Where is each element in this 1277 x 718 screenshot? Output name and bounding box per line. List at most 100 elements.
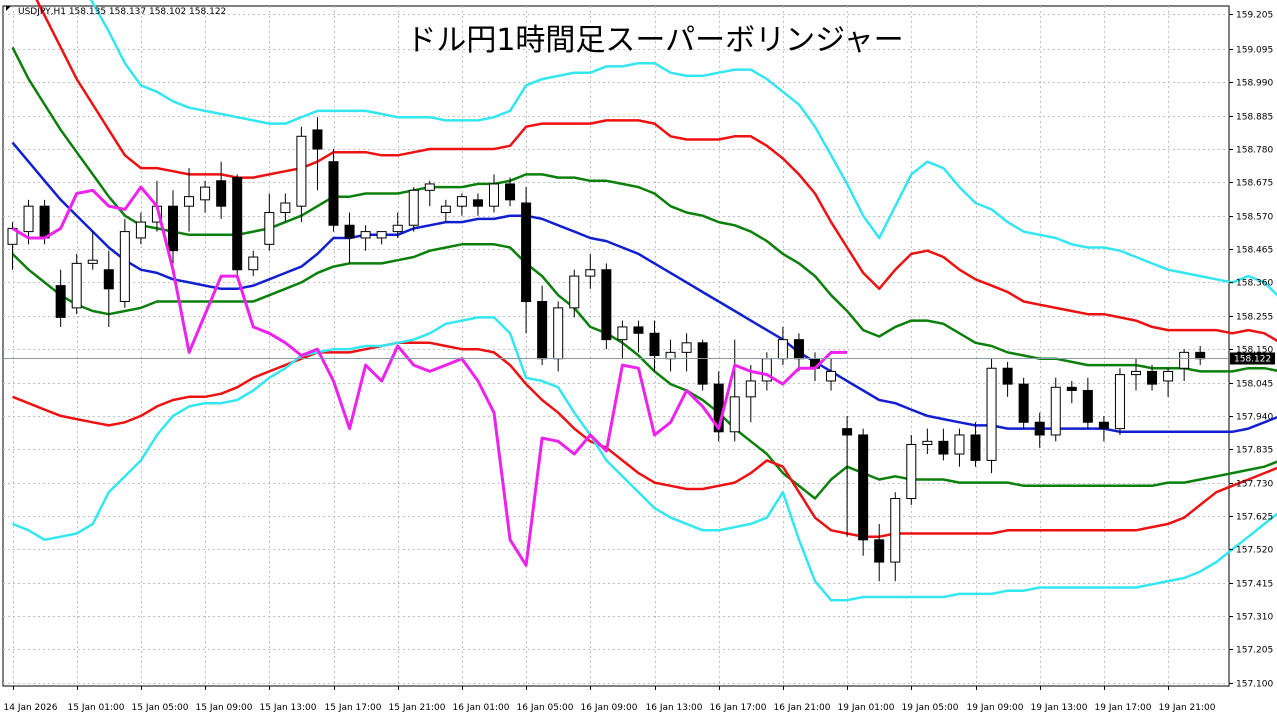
x-tick-label: 19 Jan 09:00 (967, 703, 1024, 713)
candle-body (55, 285, 66, 318)
candle (970, 422, 981, 467)
candle (569, 269, 580, 318)
candle (1018, 377, 1029, 429)
candle (328, 148, 339, 232)
candle-body (553, 307, 564, 360)
candle-body (585, 269, 596, 277)
candle (135, 212, 146, 245)
candle (71, 253, 82, 315)
candle (858, 428, 869, 556)
candle (585, 253, 596, 289)
current-price-label: 158.122 (1234, 355, 1271, 365)
candle-body (858, 434, 869, 541)
x-tick-label: 16 Jan 01:00 (453, 703, 510, 713)
x-tick-label: 16 Jan 09:00 (581, 703, 638, 713)
y-axis: 159.205 159.095 158.990 158.885 158.780 158.6… (1229, 11, 1273, 690)
candle-body (665, 351, 676, 360)
candle-body (1082, 389, 1093, 423)
y-tick-label: 158.150 (1236, 346, 1273, 356)
candle (1131, 358, 1141, 391)
y-tick-label: 158.255 (1236, 313, 1273, 323)
band-line (11, 46, 1277, 373)
y-tick-label: 157.205 (1236, 646, 1273, 656)
candle (1114, 368, 1125, 435)
candle (408, 187, 419, 232)
candle-body (71, 262, 82, 309)
x-axis: 14 Jan 2026 15 Jan 01:00 15 Jan 05:00 15 Ja… (4, 686, 1216, 713)
candle-body (793, 339, 804, 360)
candle (456, 193, 467, 216)
candle (280, 193, 291, 223)
x-tick-label: 16 Jan 21:00 (774, 703, 831, 713)
candle-body (39, 205, 50, 239)
x-tick-label: 14 Jan 2026 (4, 703, 58, 713)
candle-body (424, 183, 435, 191)
candle (1066, 380, 1077, 404)
candle-body (376, 231, 387, 239)
candle (986, 358, 997, 474)
candle-body (472, 199, 483, 207)
x-tick-label: 19 Jan 01:00 (838, 703, 895, 713)
candle-body (456, 196, 467, 207)
candle-body (1066, 386, 1077, 391)
candle-body (505, 183, 516, 201)
candle-body (328, 161, 339, 226)
y-tick-label: 158.045 (1236, 380, 1273, 390)
candle (312, 117, 323, 191)
candle (874, 523, 885, 582)
band-line (11, 243, 1277, 500)
candle-body (232, 177, 243, 271)
x-tick-label: 15 Jan 09:00 (196, 703, 253, 713)
candle (553, 301, 564, 372)
candle (505, 177, 516, 207)
candle-body (216, 180, 227, 207)
candle-body (87, 259, 98, 264)
y-tick-label: 157.100 (1236, 680, 1273, 690)
lagging-polyline (11, 185, 848, 567)
x-tick-label: 16 Jan 13:00 (646, 703, 703, 713)
symbol-info: USDJPY,H1 158.135 158.137 158.102 158.12… (18, 7, 226, 17)
candle-body (312, 129, 323, 150)
candle-body (922, 440, 933, 446)
candle-body (970, 434, 981, 461)
candle-body (440, 205, 451, 214)
candle (472, 193, 483, 216)
x-tick-label: 16 Jan 05:00 (517, 703, 574, 713)
candle-body (168, 205, 178, 252)
current-price-tag: 158.122 (1230, 352, 1275, 365)
candle (248, 250, 259, 277)
candle-body (296, 135, 307, 207)
candle (489, 174, 499, 213)
candle-body (1018, 383, 1029, 423)
candle (729, 339, 740, 442)
candle-body (489, 183, 499, 207)
candle (200, 180, 211, 213)
candle (649, 320, 660, 372)
candle-body (874, 539, 885, 563)
candle-body (633, 326, 644, 334)
candle (1195, 346, 1206, 366)
candle (216, 161, 227, 219)
x-tick-label: 19 Jan 21:00 (1159, 703, 1216, 713)
candle (168, 190, 178, 264)
candle-body (617, 326, 628, 341)
candle-body (1147, 370, 1158, 385)
candle (1147, 365, 1158, 391)
band-line (35, 0, 1277, 343)
candle (184, 168, 195, 232)
candle (55, 269, 66, 327)
candle-body (280, 202, 291, 214)
candle-body (1131, 370, 1141, 376)
candle-body (729, 396, 740, 433)
candle-body (248, 256, 259, 271)
candle-body (392, 224, 403, 233)
candle-body (1098, 421, 1109, 430)
candle-body (906, 444, 917, 500)
candle-body (1179, 351, 1190, 369)
candle (1098, 415, 1109, 442)
candle (793, 333, 804, 372)
y-tick-label: 159.095 (1236, 46, 1273, 56)
candle-body (681, 342, 692, 353)
candle (665, 339, 676, 372)
